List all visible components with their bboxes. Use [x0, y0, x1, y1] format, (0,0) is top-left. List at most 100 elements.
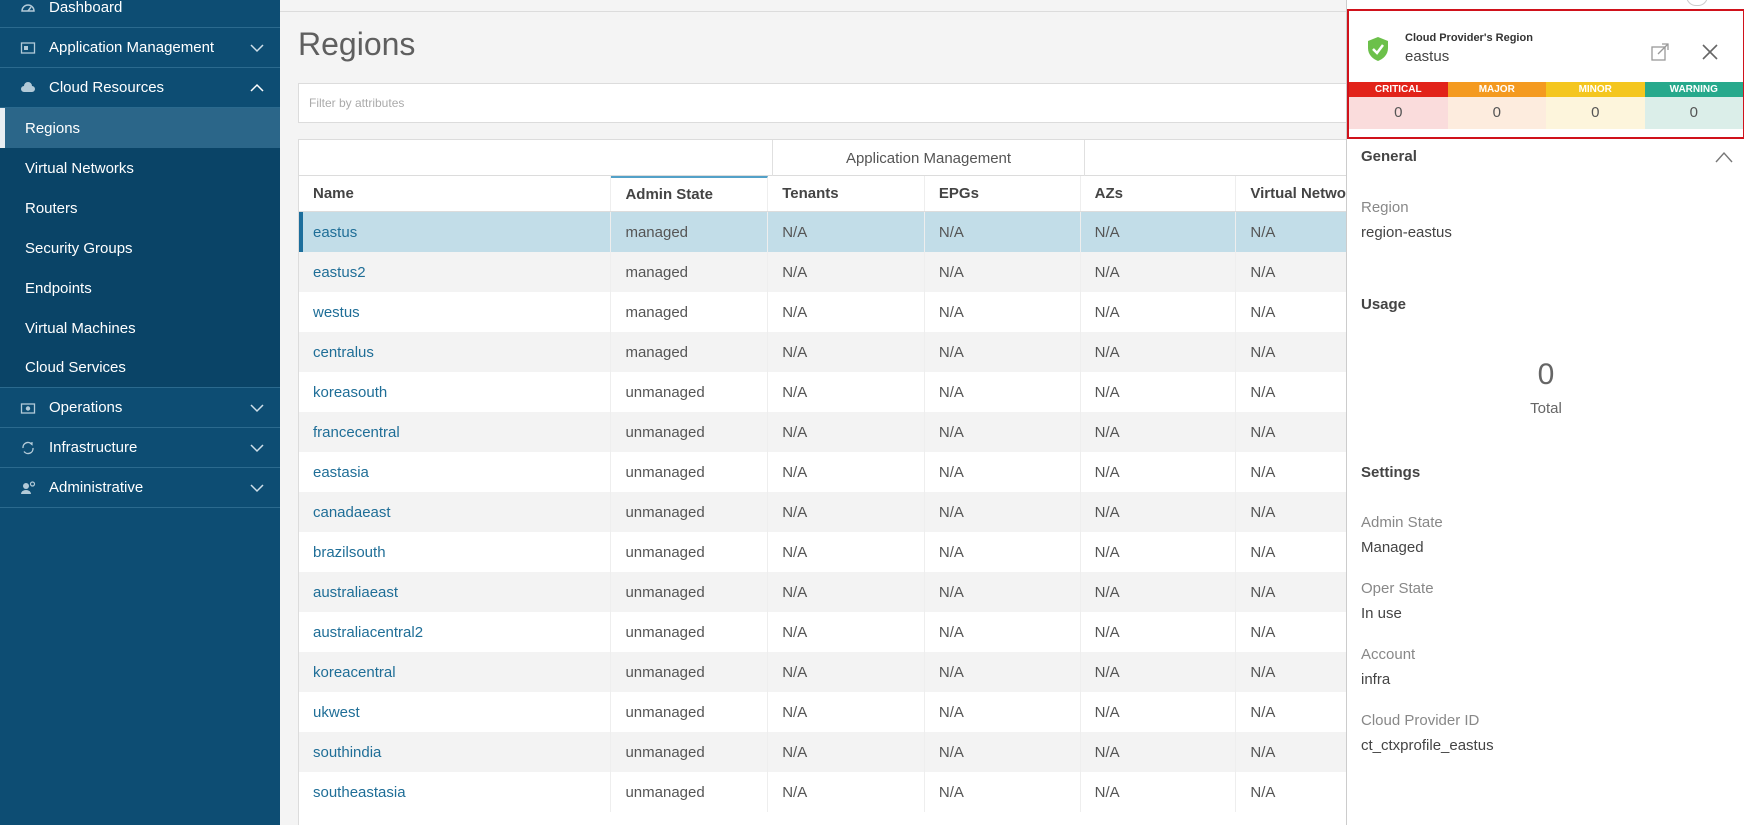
region-name-link[interactable]: australiaeast — [299, 572, 612, 612]
table-row[interactable]: centralus managed N/A N/A N/A N/A — [299, 332, 1477, 372]
region-name-link[interactable]: eastasia — [299, 452, 612, 492]
severity-count: 0 — [1349, 97, 1448, 129]
sidebar-item-administrative[interactable]: Administrative — [0, 468, 280, 508]
sidebar: Dashboard Application Management Cloud R… — [0, 0, 280, 825]
group-header-application-management: Application Management — [772, 140, 1085, 176]
column-header-azs[interactable]: AZs — [1081, 176, 1237, 211]
azs-cell: N/A — [1081, 572, 1237, 612]
severity-critical[interactable]: CRITICAL 0 — [1349, 82, 1448, 129]
region-name-link[interactable]: westus — [299, 292, 612, 332]
severity-warning[interactable]: WARNING 0 — [1644, 82, 1743, 129]
region-name-link[interactable]: southindia — [299, 732, 612, 772]
table-row[interactable]: australiacentral2 unmanaged N/A N/A N/A N/A — [299, 612, 1477, 652]
table-row[interactable]: koreacentral unmanaged N/A N/A N/A N/A — [299, 652, 1477, 692]
table-row[interactable]: francecentral unmanaged N/A N/A N/A N/A — [299, 412, 1477, 452]
column-header-name[interactable]: Name — [299, 176, 612, 211]
region-name-link[interactable]: ukwest — [299, 692, 612, 732]
column-header-epgs[interactable]: EPGs — [925, 176, 1081, 211]
sidebar-item-label: Operations — [49, 399, 123, 416]
severity-label: CRITICAL — [1349, 82, 1448, 97]
tenants-cell: N/A — [768, 332, 925, 372]
cloud-icon — [20, 80, 36, 96]
table-row[interactable]: canadaeast unmanaged N/A N/A N/A N/A — [299, 492, 1477, 532]
epgs-cell: N/A — [925, 412, 1081, 452]
admin-state-cell: unmanaged — [611, 652, 769, 692]
region-name-link[interactable]: koreasouth — [299, 372, 612, 412]
region-name-link[interactable]: eastus2 — [299, 252, 612, 292]
sidebar-item-security-groups[interactable]: Security Groups — [0, 228, 280, 268]
sidebar-item-routers[interactable]: Routers — [0, 188, 280, 228]
epgs-cell: N/A — [925, 732, 1081, 772]
panel-header: Cloud Provider's Region eastus CRITICAL … — [1347, 9, 1744, 139]
table-row[interactable]: eastus2 managed N/A N/A N/A N/A — [299, 252, 1477, 292]
sidebar-item-virtual-machines[interactable]: Virtual Machines — [0, 308, 280, 348]
azs-cell: N/A — [1081, 652, 1237, 692]
sidebar-item-infrastructure[interactable]: Infrastructure — [0, 428, 280, 468]
epgs-cell: N/A — [925, 252, 1081, 292]
sidebar-item-label: Application Management — [49, 39, 215, 56]
admin-state-label: Admin State — [1361, 514, 1443, 531]
sidebar-item-label: Administrative — [49, 479, 144, 496]
column-header-tenants[interactable]: Tenants — [768, 176, 925, 211]
section-settings-title: Settings — [1361, 464, 1421, 481]
azs-cell: N/A — [1081, 332, 1237, 372]
sidebar-item-operations[interactable]: Operations — [0, 388, 280, 428]
severity-minor[interactable]: MINOR 0 — [1546, 82, 1645, 129]
column-header-admin-state[interactable]: Admin State — [611, 176, 769, 211]
region-name-link[interactable]: eastus — [299, 212, 612, 252]
main-content: Regions Filter by attributes Application… — [280, 0, 1744, 825]
table-row[interactable]: southindia unmanaged N/A N/A N/A N/A — [299, 732, 1477, 772]
shield-check-icon — [1368, 37, 1388, 61]
region-name-link[interactable]: francecentral — [299, 412, 612, 452]
table-row[interactable]: eastus managed N/A N/A N/A N/A — [299, 212, 1477, 252]
close-icon[interactable] — [1701, 43, 1719, 61]
table-row[interactable]: australiaeast unmanaged N/A N/A N/A N/A — [299, 572, 1477, 612]
table-row[interactable]: southeastasia unmanaged N/A N/A N/A N/A — [299, 772, 1477, 812]
admin-state-value: Managed — [1361, 539, 1424, 556]
table-row[interactable]: eastasia unmanaged N/A N/A N/A N/A — [299, 452, 1477, 492]
severity-major[interactable]: MAJOR 0 — [1447, 82, 1546, 129]
sidebar-item-regions[interactable]: Regions — [0, 108, 280, 148]
sidebar-item-virtual-networks[interactable]: Virtual Networks — [0, 148, 280, 188]
cloud-provider-id-value: ct_ctxprofile_eastus — [1361, 737, 1494, 754]
filter-input[interactable]: Filter by attributes — [298, 83, 1478, 123]
azs-cell: N/A — [1081, 372, 1237, 412]
admin-state-cell: unmanaged — [611, 732, 769, 772]
account-value: infra — [1361, 671, 1391, 688]
severity-count: 0 — [1644, 97, 1743, 129]
usage-total-count: 0 — [1537, 358, 1555, 391]
table-row[interactable]: koreasouth unmanaged N/A N/A N/A N/A — [299, 372, 1477, 412]
tenants-cell: N/A — [768, 212, 925, 252]
chevron-up-icon[interactable] — [1715, 150, 1733, 164]
chevron-down-icon — [250, 404, 264, 413]
table-row[interactable]: westus managed N/A N/A N/A N/A — [299, 292, 1477, 332]
epgs-cell: N/A — [925, 492, 1081, 532]
section-general-title[interactable]: General — [1361, 148, 1417, 165]
region-name-link[interactable]: centralus — [299, 332, 612, 372]
sidebar-item-application-management[interactable]: Application Management — [0, 28, 280, 68]
region-name-link[interactable]: brazilsouth — [299, 532, 612, 572]
severity-count: 0 — [1546, 97, 1645, 129]
sidebar-item-endpoints[interactable]: Endpoints — [0, 268, 280, 308]
epgs-cell: N/A — [925, 292, 1081, 332]
page-title: Regions — [298, 26, 416, 62]
region-name-link[interactable]: canadaeast — [299, 492, 612, 532]
region-name-link[interactable]: southeastasia — [299, 772, 612, 812]
admin-state-cell: unmanaged — [611, 772, 769, 812]
azs-cell: N/A — [1081, 412, 1237, 452]
table-row[interactable]: brazilsouth unmanaged N/A N/A N/A N/A — [299, 532, 1477, 572]
azs-cell: N/A — [1081, 212, 1237, 252]
sidebar-item-dashboard[interactable]: Dashboard — [0, 0, 280, 28]
region-name-link[interactable]: australiacentral2 — [299, 612, 612, 652]
region-name-link[interactable]: koreacentral — [299, 652, 612, 692]
azs-cell: N/A — [1081, 532, 1237, 572]
table-row[interactable]: ukwest unmanaged N/A N/A N/A N/A — [299, 692, 1477, 732]
open-external-icon[interactable] — [1651, 43, 1669, 61]
operations-icon — [20, 400, 36, 416]
tenants-cell: N/A — [768, 532, 925, 572]
admin-state-cell: unmanaged — [611, 452, 769, 492]
sidebar-item-cloud-services[interactable]: Cloud Services — [0, 348, 280, 388]
epgs-cell: N/A — [925, 212, 1081, 252]
sidebar-item-cloud-resources[interactable]: Cloud Resources — [0, 68, 280, 108]
azs-cell: N/A — [1081, 292, 1237, 332]
